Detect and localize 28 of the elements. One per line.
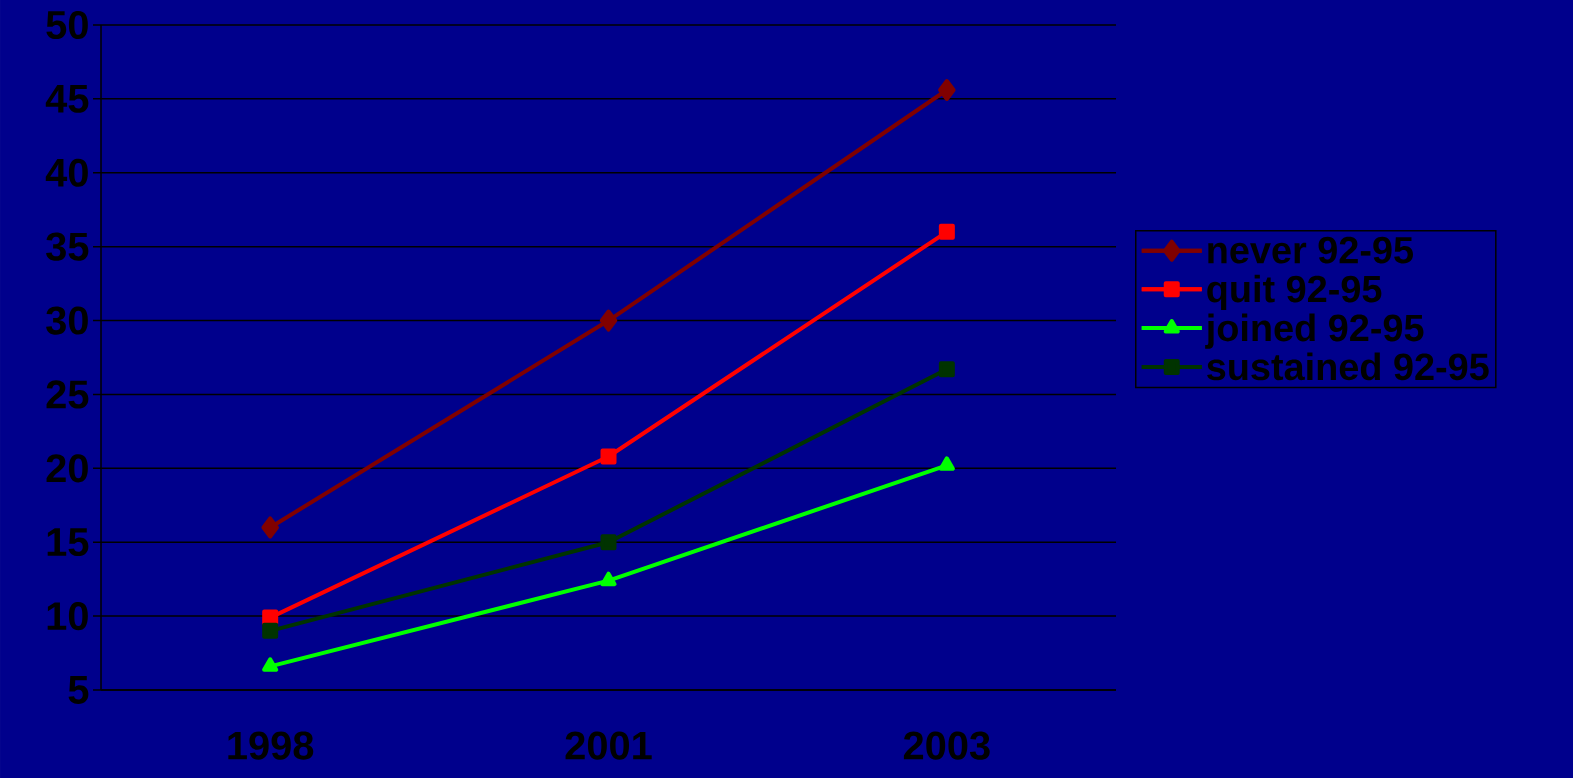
y-tick-label: 50: [46, 10, 88, 40]
y-tick-label: 20: [46, 454, 88, 483]
y-tick-label: 5: [68, 676, 89, 704]
point: [938, 223, 955, 240]
point: [261, 516, 279, 539]
legend-label: never 92-95: [1208, 236, 1413, 264]
point: [600, 448, 617, 465]
point: [938, 79, 956, 102]
legend-label: sustained 92-95: [1207, 352, 1489, 381]
y-tick-label: 25: [46, 380, 89, 409]
x-tick-label: 2001: [565, 731, 652, 760]
point: [600, 571, 617, 587]
legend-label: quit 92-95: [1207, 274, 1382, 310]
y-tick-label: 10: [47, 601, 88, 631]
x-tick-label: 2003: [903, 731, 990, 760]
point: [938, 456, 955, 471]
y-tick-label: 35: [46, 232, 89, 261]
point: [599, 309, 618, 332]
point: [600, 534, 617, 551]
legend-label: joined 92-95: [1205, 313, 1424, 349]
y-tick-label: 40: [45, 158, 88, 187]
y-tick-label: 15: [47, 528, 89, 557]
x-tick-label: 1998: [228, 731, 314, 760]
point: [262, 657, 279, 672]
y-tick-label: 45: [45, 84, 89, 113]
point: [262, 622, 279, 639]
point: [938, 361, 955, 378]
y-tick-label: 30: [46, 306, 88, 335]
